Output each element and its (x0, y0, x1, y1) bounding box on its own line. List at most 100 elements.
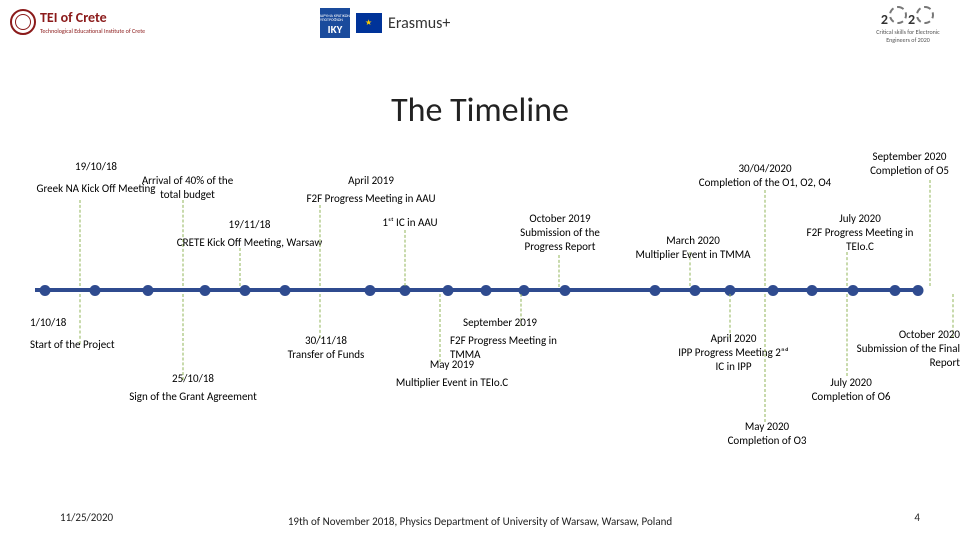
timeline-dot (890, 285, 901, 296)
event-desc: Completion of the O1, O2, O4 (695, 176, 835, 190)
connector (240, 248, 241, 286)
connector (559, 255, 560, 287)
event-date: March 2020 (628, 234, 758, 248)
timeline-dot (807, 285, 818, 296)
event-desc: F2F Progress Meeting in TEIo.C (800, 226, 920, 254)
event-date: October 2019 (510, 212, 610, 226)
event-date: 30/11/18 (276, 334, 376, 348)
timeline-dot (848, 285, 859, 296)
timeline-dot (443, 285, 454, 296)
event-date: July 2020 (796, 376, 906, 390)
connector (765, 190, 766, 286)
timeline-dot (40, 285, 51, 296)
event-desc: Submission of the Progress Report (510, 226, 610, 254)
tei-logo-text: TEI of Crete Technological Educational I… (40, 8, 145, 35)
eu-flag-icon (356, 13, 382, 33)
event-desc: Multiplier Event in TMMA (628, 248, 758, 262)
iky-logo: ΙΔΡΥΜΑ ΚΡΑΤΙΚΩΝ ΥΠΟΤΡΟΦΙΩΝ IKY (320, 8, 350, 38)
connector (847, 252, 848, 286)
connector (80, 200, 81, 286)
tei-subtitle: Technological Educational Institute of C… (40, 27, 145, 35)
connector (847, 294, 848, 376)
event-desc: IPP Progress Meeting 2ⁿᵈ IC in IPP (676, 346, 791, 374)
gear-icon (916, 6, 934, 24)
project-2020-small: Critical skills for Electronic Engineers… (876, 28, 939, 44)
event-date: July 2020 (800, 212, 920, 226)
event-arrival-budget: Arrival of 40% of the total budget (140, 174, 235, 202)
event-transfer-funds: 30/11/18 Transfer of Funds (276, 334, 376, 362)
event-ipp-meeting: April 2020 IPP Progress Meeting 2ⁿᵈ IC i… (676, 332, 791, 373)
connector (320, 294, 321, 338)
event-date: September 2019 (420, 316, 580, 330)
event-desc: Multiplier Event in TEIo.C (382, 376, 522, 390)
project-2020-logo: 22 Critical skills for Electronic Engine… (868, 6, 948, 44)
event-f2f-aau: April 2019 F2F Progress Meeting in AAU (296, 174, 446, 206)
iky-small: ΙΔΡΥΜΑ ΚΡΑΤΙΚΩΝ ΥΠΟΤΡΟΦΙΩΝ (320, 15, 350, 23)
event-completion-o6: July 2020 Completion of O6 (796, 376, 906, 404)
event-desc: Sign of the Grant Agreement (118, 390, 268, 404)
connector (183, 294, 184, 380)
connector (930, 180, 931, 286)
gear-icon (889, 6, 907, 24)
timeline-axis (35, 288, 923, 292)
timeline-dot (913, 285, 924, 296)
event-desc: Completion of O5 (862, 164, 957, 178)
event-date: 1/10/18 (30, 316, 130, 330)
event-date: 19/10/18 (36, 160, 156, 174)
event-progress-report: October 2019 Submission of the Progress … (510, 212, 610, 253)
project-2020-big: 22 (881, 11, 935, 28)
event-f2f-tmma: September 2019 F2F Progress Meeting in T… (420, 316, 580, 361)
event-desc: Completion of O6 (796, 390, 906, 404)
event-date: September 2020 (862, 150, 957, 164)
event-desc: Transfer of Funds (276, 348, 376, 362)
timeline-dot (90, 285, 101, 296)
event-desc: Submission of the Final Report (856, 342, 960, 370)
event-desc: CRETE Kick Off Meeting, Warsaw (172, 236, 327, 250)
event-date: 30/04/2020 (695, 162, 835, 176)
timeline-dot (240, 285, 251, 296)
timeline-dot (650, 285, 661, 296)
timeline-dot (365, 285, 376, 296)
event-date: April 2019 (296, 174, 446, 188)
event-date: 25/10/18 (118, 372, 268, 386)
event-completion-o1o2o4: 30/04/2020 Completion of the O1, O2, O4 (695, 162, 835, 190)
event-desc: 1ˢᵗ IC in AAU (375, 216, 445, 230)
timeline-dot (200, 285, 211, 296)
footer-center: 19th of November 2018, Physics Departmen… (0, 515, 960, 528)
iky-big: IKY (328, 23, 343, 36)
event-desc: F2F Progress Meeting in TMMA (420, 334, 580, 362)
timeline-dot (400, 285, 411, 296)
event-completion-o5: September 2020 Completion of O5 (862, 150, 957, 178)
timeline-dot (690, 285, 701, 296)
timeline-dot (768, 285, 779, 296)
center-logos: ΙΔΡΥΜΑ ΚΡΑΤΙΚΩΝ ΥΠΟΤΡΟΦΙΩΝ IKY Erasmus+ (320, 8, 450, 38)
event-date: 19/11/18 (172, 218, 327, 232)
timeline-dot (560, 285, 571, 296)
connector (320, 205, 321, 286)
slide-title: The Timeline (0, 90, 960, 131)
event-multiplier-teioc: May 2019 Multiplier Event in TEIo.C (382, 358, 522, 390)
slide-header: TEI of Crete Technological Educational I… (0, 6, 960, 46)
connector (405, 230, 406, 286)
event-desc: Arrival of 40% of the total budget (140, 174, 235, 202)
connector (765, 294, 766, 422)
tei-title: TEI of Crete (40, 9, 107, 26)
event-sign-grant: 25/10/18 Sign of the Grant Agreement (118, 372, 268, 404)
event-desc: Start of the Project (30, 338, 130, 352)
event-greek-na-kickoff: 19/10/18 Greek NA Kick Off Meeting (36, 160, 156, 196)
event-desc: Greek NA Kick Off Meeting (36, 182, 156, 196)
timeline-dot (143, 285, 154, 296)
erasmus-text: Erasmus+ (388, 14, 450, 33)
event-start-project: 1/10/18 Start of the Project (30, 316, 130, 352)
event-final-report: October 2020 Submission of the Final Rep… (856, 328, 960, 369)
footer-page-number: 4 (914, 511, 920, 524)
tei-seal-icon (10, 9, 36, 35)
event-date: October 2020 (856, 328, 960, 342)
event-desc: F2F Progress Meeting in AAU (296, 192, 446, 206)
event-completion-o3: May 2020 Completion of O3 (712, 420, 822, 448)
timeline-dot (481, 285, 492, 296)
event-date: May 2020 (712, 420, 822, 434)
event-multiplier-tmma: March 2020 Multiplier Event in TMMA (628, 234, 758, 262)
tei-logo: TEI of Crete Technological Educational I… (10, 8, 145, 35)
timeline-dot (280, 285, 291, 296)
